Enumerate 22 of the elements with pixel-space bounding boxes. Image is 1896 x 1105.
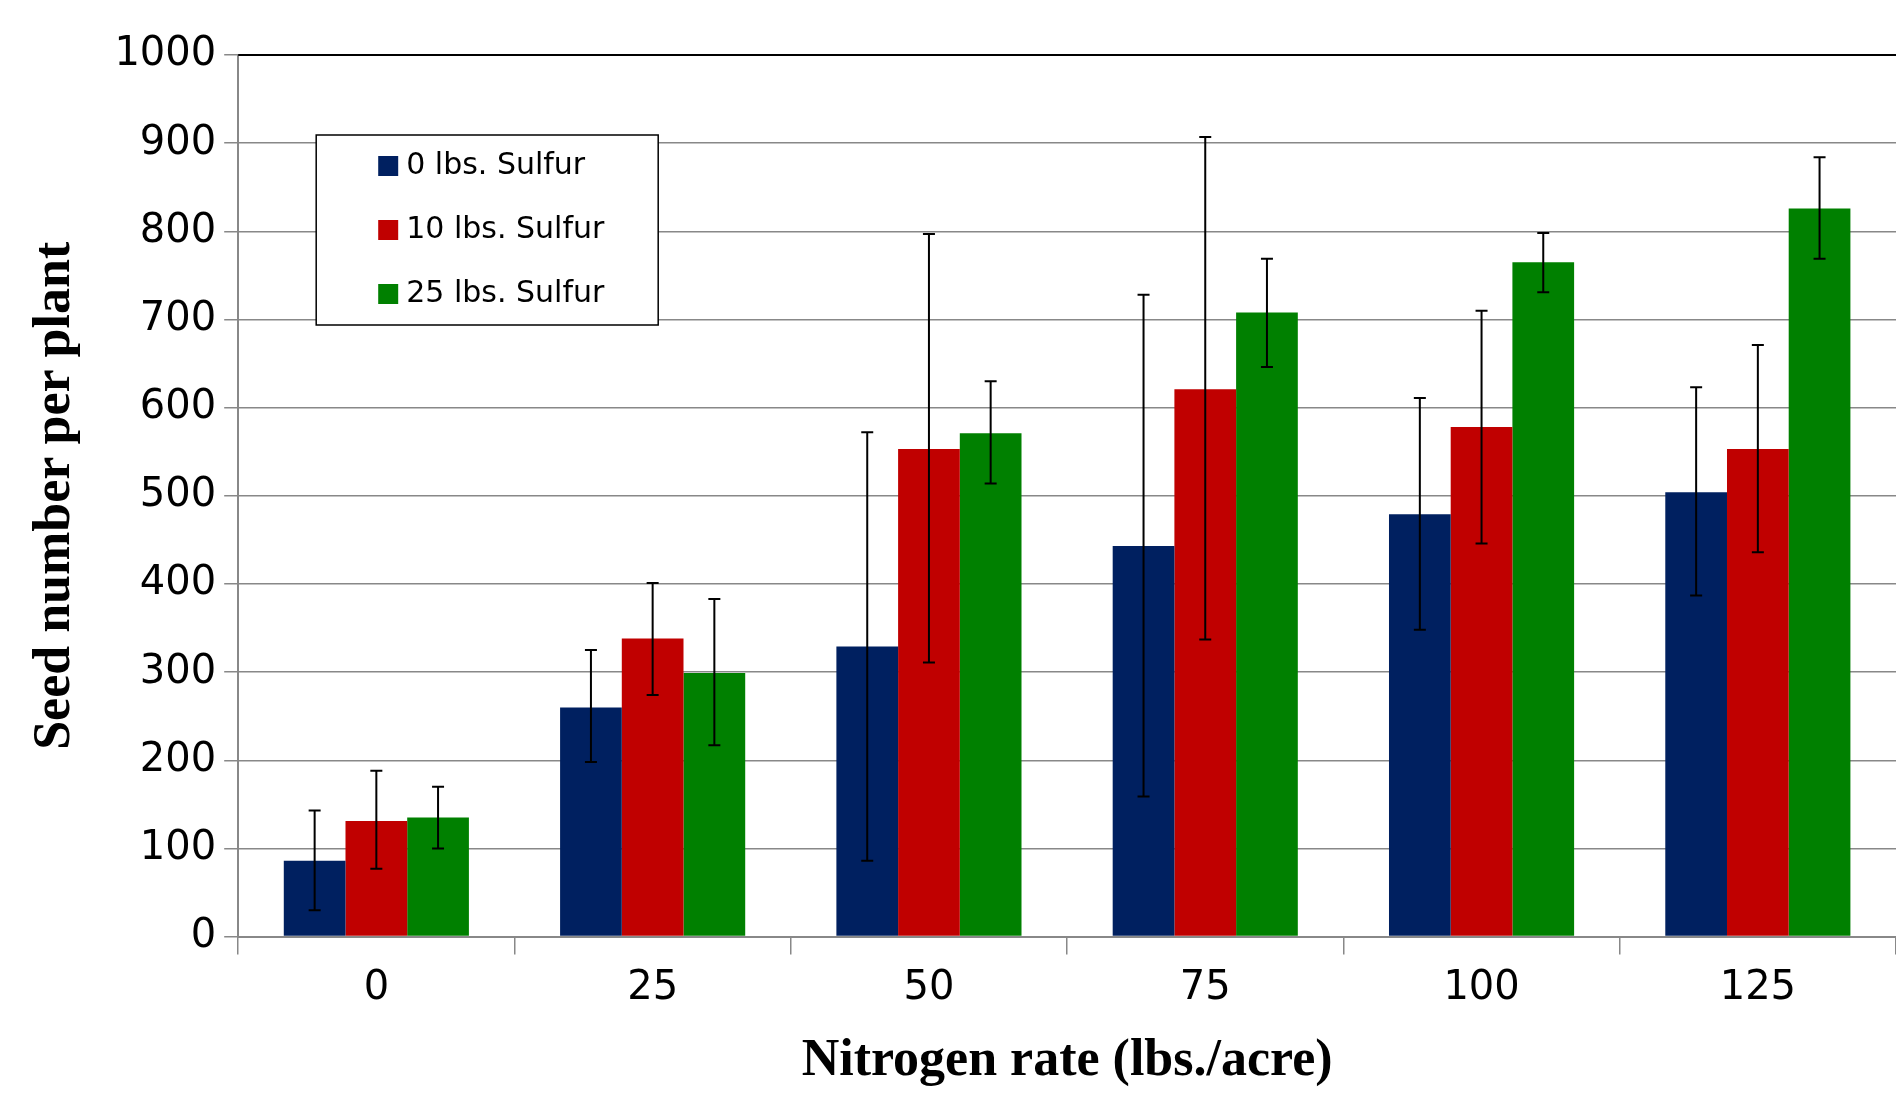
y-tick-label: 700 <box>139 292 217 339</box>
x-axis-title: Nitrogen rate (lbs./acre) <box>801 1029 1333 1088</box>
y-tick-label: 1000 <box>114 28 217 75</box>
y-tick-label: 300 <box>139 645 217 692</box>
y-tick-label: 600 <box>139 381 217 428</box>
x-tick-label: 25 <box>627 961 679 1008</box>
y-tick-label: 0 <box>190 909 217 956</box>
y-tick-label: 100 <box>139 821 217 868</box>
y-tick-label: 200 <box>139 733 217 780</box>
y-tick-label: 500 <box>139 469 217 516</box>
legend-label: 0 lbs. Sulfur <box>406 145 586 181</box>
y-tick-label: 900 <box>139 116 217 163</box>
x-tick-label: 75 <box>1179 961 1231 1008</box>
x-tick-label: 125 <box>1719 961 1797 1008</box>
x-tick-label: 0 <box>363 961 390 1008</box>
y-tick-label: 400 <box>139 557 217 604</box>
x-tick-label: 100 <box>1443 961 1520 1008</box>
legend-label: 10 lbs. Sulfur <box>406 209 605 245</box>
y-axis-title: Seed number per plant <box>22 241 80 750</box>
legend-label: 25 lbs. Sulfur <box>406 273 605 309</box>
y-tick-label: 800 <box>139 204 217 251</box>
x-tick-label: 50 <box>903 961 955 1008</box>
